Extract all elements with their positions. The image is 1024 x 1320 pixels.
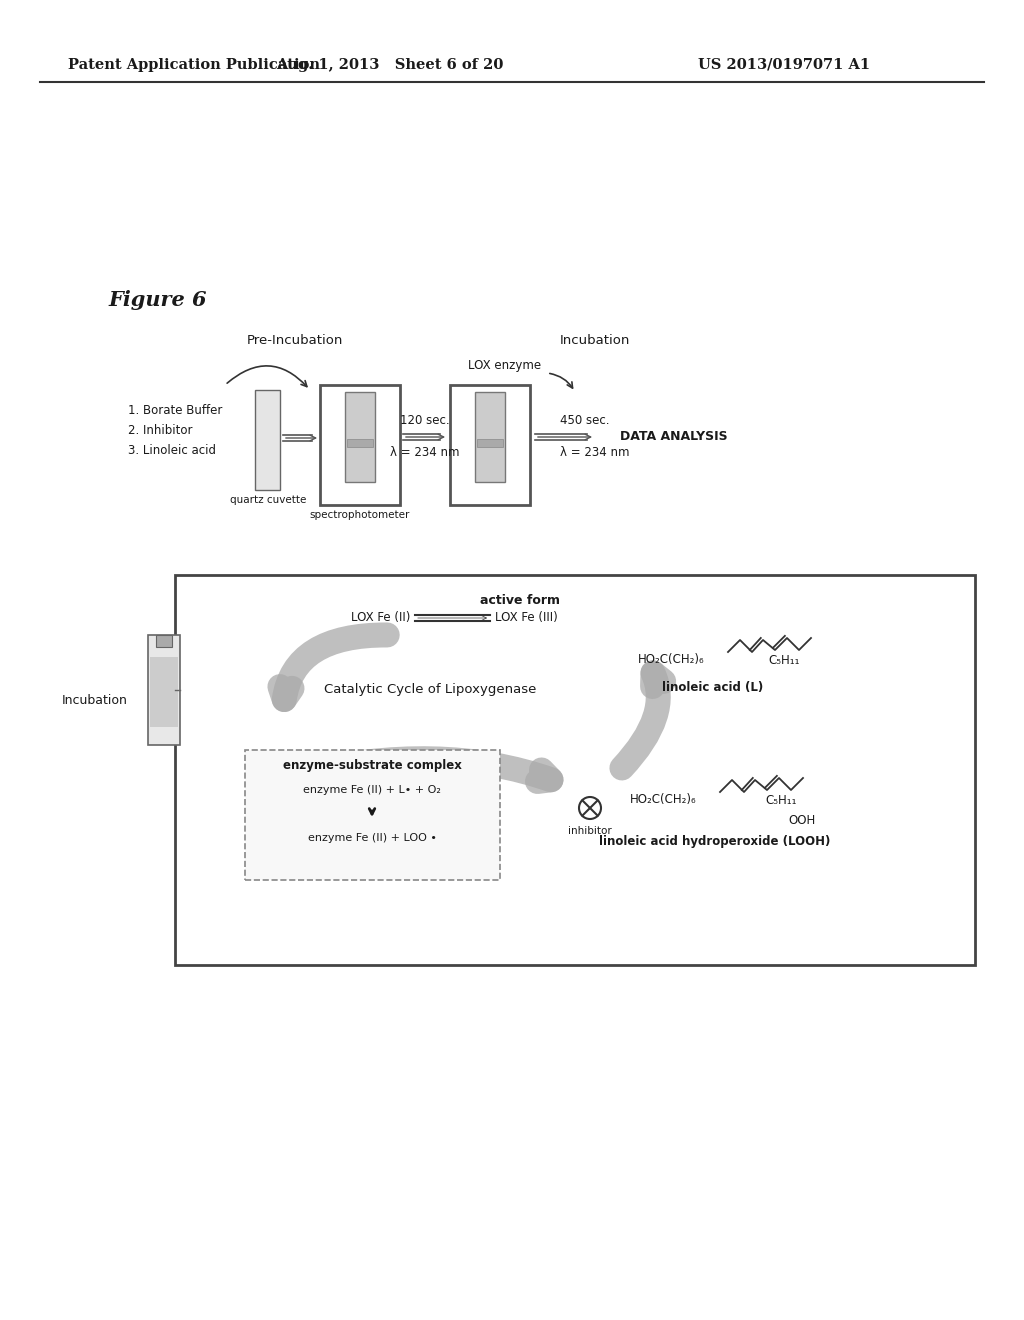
Text: DATA ANALYSIS: DATA ANALYSIS bbox=[620, 430, 728, 444]
Text: Incubation: Incubation bbox=[62, 693, 128, 706]
Text: LOX Fe (II): LOX Fe (II) bbox=[350, 611, 410, 624]
Text: Catalytic Cycle of Lipoxygenase: Catalytic Cycle of Lipoxygenase bbox=[324, 684, 537, 697]
Bar bbox=[245, 750, 500, 880]
Text: Aug. 1, 2013   Sheet 6 of 20: Aug. 1, 2013 Sheet 6 of 20 bbox=[276, 58, 504, 73]
Text: 2. Inhibitor: 2. Inhibitor bbox=[128, 424, 193, 437]
Bar bbox=[345, 392, 375, 482]
Text: LOX enzyme: LOX enzyme bbox=[468, 359, 542, 371]
Text: HO₂C(CH₂)₆: HO₂C(CH₂)₆ bbox=[630, 793, 696, 807]
Text: 450 sec.: 450 sec. bbox=[560, 413, 609, 426]
FancyArrowPatch shape bbox=[298, 759, 551, 781]
Text: λ = 234 nm: λ = 234 nm bbox=[560, 446, 630, 459]
Text: C₅H₁₁: C₅H₁₁ bbox=[768, 653, 800, 667]
Text: linoleic acid hydroperoxide (LOOH): linoleic acid hydroperoxide (LOOH) bbox=[599, 836, 830, 849]
FancyArrowPatch shape bbox=[227, 366, 307, 387]
Bar bbox=[156, 635, 172, 647]
Text: enzyme Fe (II) + LOO •: enzyme Fe (II) + LOO • bbox=[307, 833, 436, 843]
Text: C₅H₁₁: C₅H₁₁ bbox=[765, 793, 797, 807]
Text: US 2013/0197071 A1: US 2013/0197071 A1 bbox=[698, 58, 870, 73]
Bar bbox=[450, 385, 530, 506]
Bar bbox=[347, 440, 373, 447]
Text: enzyme Fe (II) + L• + O₂: enzyme Fe (II) + L• + O₂ bbox=[303, 785, 441, 795]
Text: LOX Fe (III): LOX Fe (III) bbox=[495, 611, 558, 624]
Text: Pre-Incubation: Pre-Incubation bbox=[247, 334, 343, 346]
Bar bbox=[319, 385, 400, 506]
Text: spectrophotometer: spectrophotometer bbox=[310, 510, 411, 520]
Bar bbox=[150, 657, 178, 727]
Bar bbox=[477, 440, 503, 447]
Text: active form: active form bbox=[480, 594, 560, 606]
Text: 120 sec.: 120 sec. bbox=[400, 413, 450, 426]
Text: enzyme-substrate complex: enzyme-substrate complex bbox=[283, 759, 462, 771]
Text: linoleic acid (L): linoleic acid (L) bbox=[663, 681, 764, 694]
Text: inhibitor: inhibitor bbox=[568, 826, 612, 836]
Text: Figure 6: Figure 6 bbox=[108, 290, 207, 310]
FancyArrowPatch shape bbox=[550, 374, 572, 388]
Bar bbox=[148, 635, 180, 744]
Text: 3. Linoleic acid: 3. Linoleic acid bbox=[128, 444, 216, 457]
Bar bbox=[475, 392, 505, 482]
Bar bbox=[255, 389, 280, 490]
Text: OOH: OOH bbox=[788, 813, 815, 826]
Text: Patent Application Publication: Patent Application Publication bbox=[68, 58, 319, 73]
Text: λ = 234 nm: λ = 234 nm bbox=[390, 446, 460, 459]
FancyArrowPatch shape bbox=[622, 673, 664, 768]
Text: Incubation: Incubation bbox=[560, 334, 630, 346]
FancyArrowPatch shape bbox=[280, 635, 387, 700]
Text: HO₂C(CH₂)₆: HO₂C(CH₂)₆ bbox=[638, 653, 705, 667]
Text: 1. Borate Buffer: 1. Borate Buffer bbox=[128, 404, 222, 417]
Text: quartz cuvette: quartz cuvette bbox=[229, 495, 306, 506]
Bar bbox=[175, 576, 975, 965]
